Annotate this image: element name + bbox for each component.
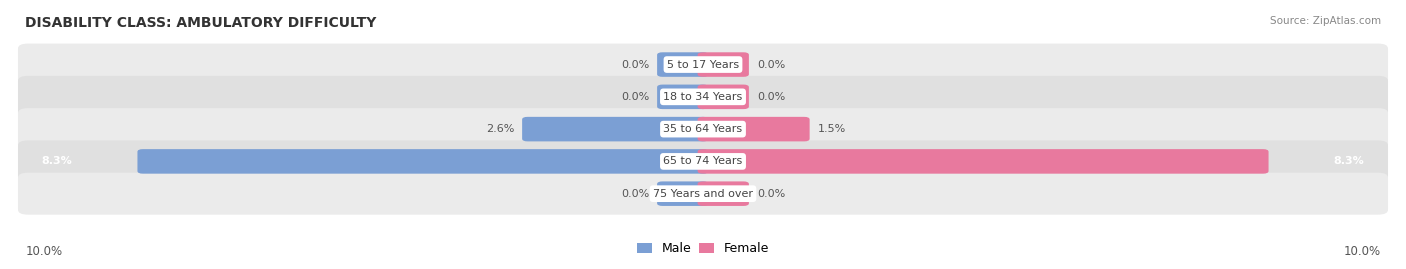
Text: 75 Years and over: 75 Years and over [652,189,754,199]
Text: 35 to 64 Years: 35 to 64 Years [664,124,742,134]
FancyBboxPatch shape [522,117,709,141]
Text: DISABILITY CLASS: AMBULATORY DIFFICULTY: DISABILITY CLASS: AMBULATORY DIFFICULTY [25,16,377,30]
FancyBboxPatch shape [18,140,1388,182]
FancyBboxPatch shape [657,52,709,77]
Text: 8.3%: 8.3% [1334,156,1364,167]
FancyBboxPatch shape [18,44,1388,86]
Text: 8.3%: 8.3% [42,156,72,167]
FancyBboxPatch shape [18,173,1388,215]
Text: 10.0%: 10.0% [25,245,62,258]
FancyBboxPatch shape [697,117,810,141]
Text: 65 to 74 Years: 65 to 74 Years [664,156,742,167]
Text: 0.0%: 0.0% [756,59,785,70]
FancyBboxPatch shape [657,181,709,206]
Legend: Male, Female: Male, Female [631,237,775,260]
Text: 1.5%: 1.5% [818,124,846,134]
Text: 0.0%: 0.0% [621,92,650,102]
FancyBboxPatch shape [18,108,1388,150]
Text: 0.0%: 0.0% [621,59,650,70]
Text: Source: ZipAtlas.com: Source: ZipAtlas.com [1270,16,1381,26]
Text: 2.6%: 2.6% [485,124,515,134]
FancyBboxPatch shape [18,76,1388,118]
FancyBboxPatch shape [657,84,709,109]
Text: 0.0%: 0.0% [621,189,650,199]
FancyBboxPatch shape [697,149,1268,174]
FancyBboxPatch shape [697,84,749,109]
Text: 0.0%: 0.0% [756,189,785,199]
FancyBboxPatch shape [697,52,749,77]
Text: 10.0%: 10.0% [1344,245,1381,258]
FancyBboxPatch shape [138,149,709,174]
Text: 0.0%: 0.0% [756,92,785,102]
FancyBboxPatch shape [697,181,749,206]
Text: 18 to 34 Years: 18 to 34 Years [664,92,742,102]
Text: 5 to 17 Years: 5 to 17 Years [666,59,740,70]
